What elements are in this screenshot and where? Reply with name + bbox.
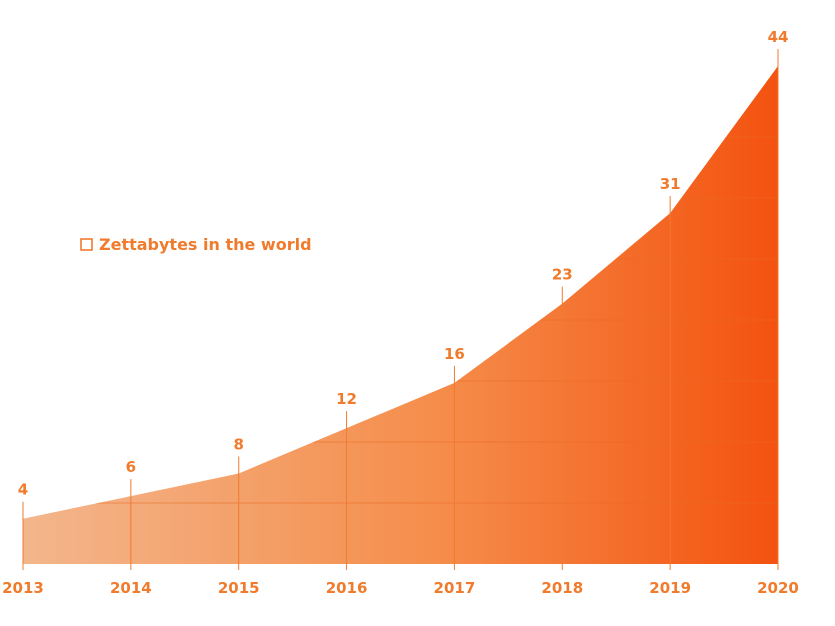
data-label: 16 [444,345,465,363]
x-tick-label: 2013 [2,579,44,597]
x-tick-label: 2016 [326,579,368,597]
data-label: 31 [660,175,681,193]
x-tick-label: 2017 [434,579,476,597]
x-tick-label: 2019 [649,579,691,597]
data-labels: 4 6 8 12 16 23 31 44 [18,28,789,499]
x-tick-label: 2020 [757,579,799,597]
x-tick-label: 2015 [218,579,260,597]
x-axis-ticks: 2013 2014 2015 2016 2017 2018 2019 2020 [2,579,799,597]
x-tick-label: 2018 [541,579,583,597]
x-tick-label: 2014 [110,579,152,597]
series-area [23,66,778,564]
data-label: 6 [126,458,136,476]
legend-checkbox-icon [80,238,93,251]
data-label: 12 [336,390,357,408]
data-label: 23 [552,266,573,284]
data-label: 8 [233,435,243,453]
data-label: 44 [768,28,789,46]
year-markers [22,49,779,570]
legend: Zettabytes in the world [80,235,312,254]
data-label: 4 [18,481,28,499]
legend-label: Zettabytes in the world [99,235,312,254]
